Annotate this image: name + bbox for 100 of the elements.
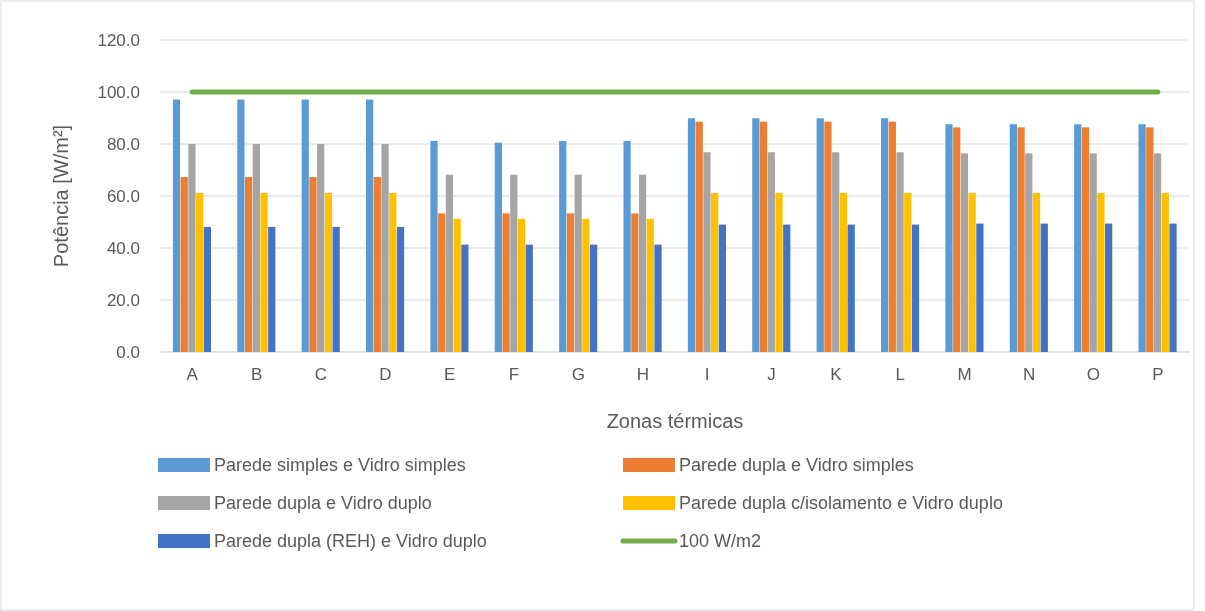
legend-label: Parede dupla c/isolamento e Vidro duplo bbox=[679, 493, 1003, 514]
bar bbox=[1153, 153, 1162, 352]
bar bbox=[1169, 223, 1177, 352]
x-tick-label: N bbox=[1022, 365, 1036, 384]
bar bbox=[566, 213, 575, 352]
bar bbox=[188, 144, 196, 352]
bar bbox=[631, 213, 639, 352]
x-tick-label: K bbox=[830, 365, 843, 384]
bar bbox=[824, 121, 832, 352]
legend-label: Parede simples e Vidro simples bbox=[214, 455, 466, 476]
bar bbox=[203, 226, 211, 352]
bar bbox=[839, 192, 848, 352]
y-axis-title: Potência [W/m²] bbox=[50, 124, 72, 268]
bar bbox=[574, 174, 582, 352]
bar bbox=[301, 99, 309, 352]
bar bbox=[960, 153, 969, 352]
x-tick-label: I bbox=[704, 365, 710, 384]
bar bbox=[847, 224, 855, 352]
bar bbox=[252, 144, 260, 352]
x-tick-label: E bbox=[444, 365, 456, 384]
bar bbox=[953, 127, 961, 352]
bar bbox=[752, 118, 760, 352]
bar bbox=[783, 224, 791, 352]
bar bbox=[244, 177, 253, 352]
bar bbox=[1025, 153, 1033, 352]
bar bbox=[881, 118, 889, 352]
bar bbox=[759, 121, 768, 352]
x-tick-label: D bbox=[379, 365, 392, 384]
bar bbox=[461, 244, 469, 352]
bar bbox=[324, 192, 333, 352]
bar bbox=[638, 174, 647, 352]
bar bbox=[309, 177, 317, 352]
bar bbox=[494, 142, 502, 352]
legend-label: Parede dupla e Vidro duplo bbox=[214, 493, 432, 514]
bar bbox=[430, 140, 438, 352]
bar bbox=[582, 218, 590, 352]
bar bbox=[832, 152, 840, 352]
bar bbox=[911, 224, 920, 352]
bar bbox=[332, 226, 340, 352]
y-tick-label: 60.0 bbox=[106, 186, 140, 206]
bar bbox=[1017, 127, 1025, 352]
bar bbox=[317, 144, 325, 352]
bar bbox=[559, 140, 567, 352]
bar bbox=[389, 192, 397, 352]
x-tick-label: H bbox=[636, 365, 649, 384]
y-tick-label: 100.0 bbox=[97, 82, 140, 102]
x-tick-label: C bbox=[314, 365, 328, 384]
bar bbox=[695, 121, 703, 352]
bar bbox=[703, 152, 711, 352]
bar bbox=[945, 124, 953, 352]
bar bbox=[1040, 223, 1048, 352]
bar bbox=[438, 213, 446, 352]
x-tick-label: J bbox=[767, 365, 776, 384]
bar bbox=[1009, 124, 1017, 352]
bar bbox=[1032, 192, 1041, 352]
bar bbox=[968, 192, 976, 352]
y-tick-label: 40.0 bbox=[106, 238, 140, 258]
bar bbox=[172, 99, 181, 352]
bar bbox=[1138, 124, 1146, 352]
x-axis-title: Zonas térmicas bbox=[606, 410, 744, 432]
x-tick-label: O bbox=[1086, 365, 1101, 384]
bar bbox=[260, 192, 268, 352]
bar bbox=[1105, 223, 1113, 352]
bar bbox=[1081, 127, 1090, 352]
x-tick-label: M bbox=[957, 365, 972, 384]
bar bbox=[396, 226, 405, 352]
bar bbox=[196, 192, 204, 352]
bar bbox=[711, 192, 719, 352]
bar bbox=[775, 192, 783, 352]
bar bbox=[767, 152, 775, 352]
bar bbox=[1097, 192, 1105, 352]
bar bbox=[237, 99, 245, 352]
x-tick-label: A bbox=[186, 365, 199, 384]
legend-label: Parede dupla (REH) e Vidro duplo bbox=[214, 531, 487, 552]
y-tick-label: 0.0 bbox=[116, 342, 140, 362]
y-tick-label: 20.0 bbox=[106, 290, 140, 310]
bar bbox=[373, 177, 381, 352]
bar bbox=[590, 244, 598, 352]
bar bbox=[268, 226, 276, 352]
legend-label: Parede dupla e Vidro simples bbox=[679, 455, 914, 476]
x-tick-label: P bbox=[1152, 365, 1164, 384]
bar bbox=[525, 244, 533, 352]
bar bbox=[816, 118, 824, 352]
bar bbox=[381, 144, 389, 352]
bar bbox=[896, 152, 904, 352]
bar bbox=[510, 174, 518, 352]
bar bbox=[976, 223, 984, 352]
bar bbox=[646, 218, 654, 352]
bar bbox=[904, 192, 912, 352]
bar bbox=[687, 118, 696, 352]
bar bbox=[1161, 192, 1169, 352]
x-tick-label: L bbox=[895, 365, 906, 384]
bar bbox=[453, 218, 461, 352]
y-tick-label: 80.0 bbox=[106, 134, 140, 154]
y-tick-label: 120.0 bbox=[97, 30, 140, 50]
bar bbox=[502, 213, 510, 352]
bar bbox=[623, 140, 631, 352]
bar bbox=[445, 174, 454, 352]
bar bbox=[888, 121, 896, 352]
bar bbox=[1146, 127, 1154, 352]
